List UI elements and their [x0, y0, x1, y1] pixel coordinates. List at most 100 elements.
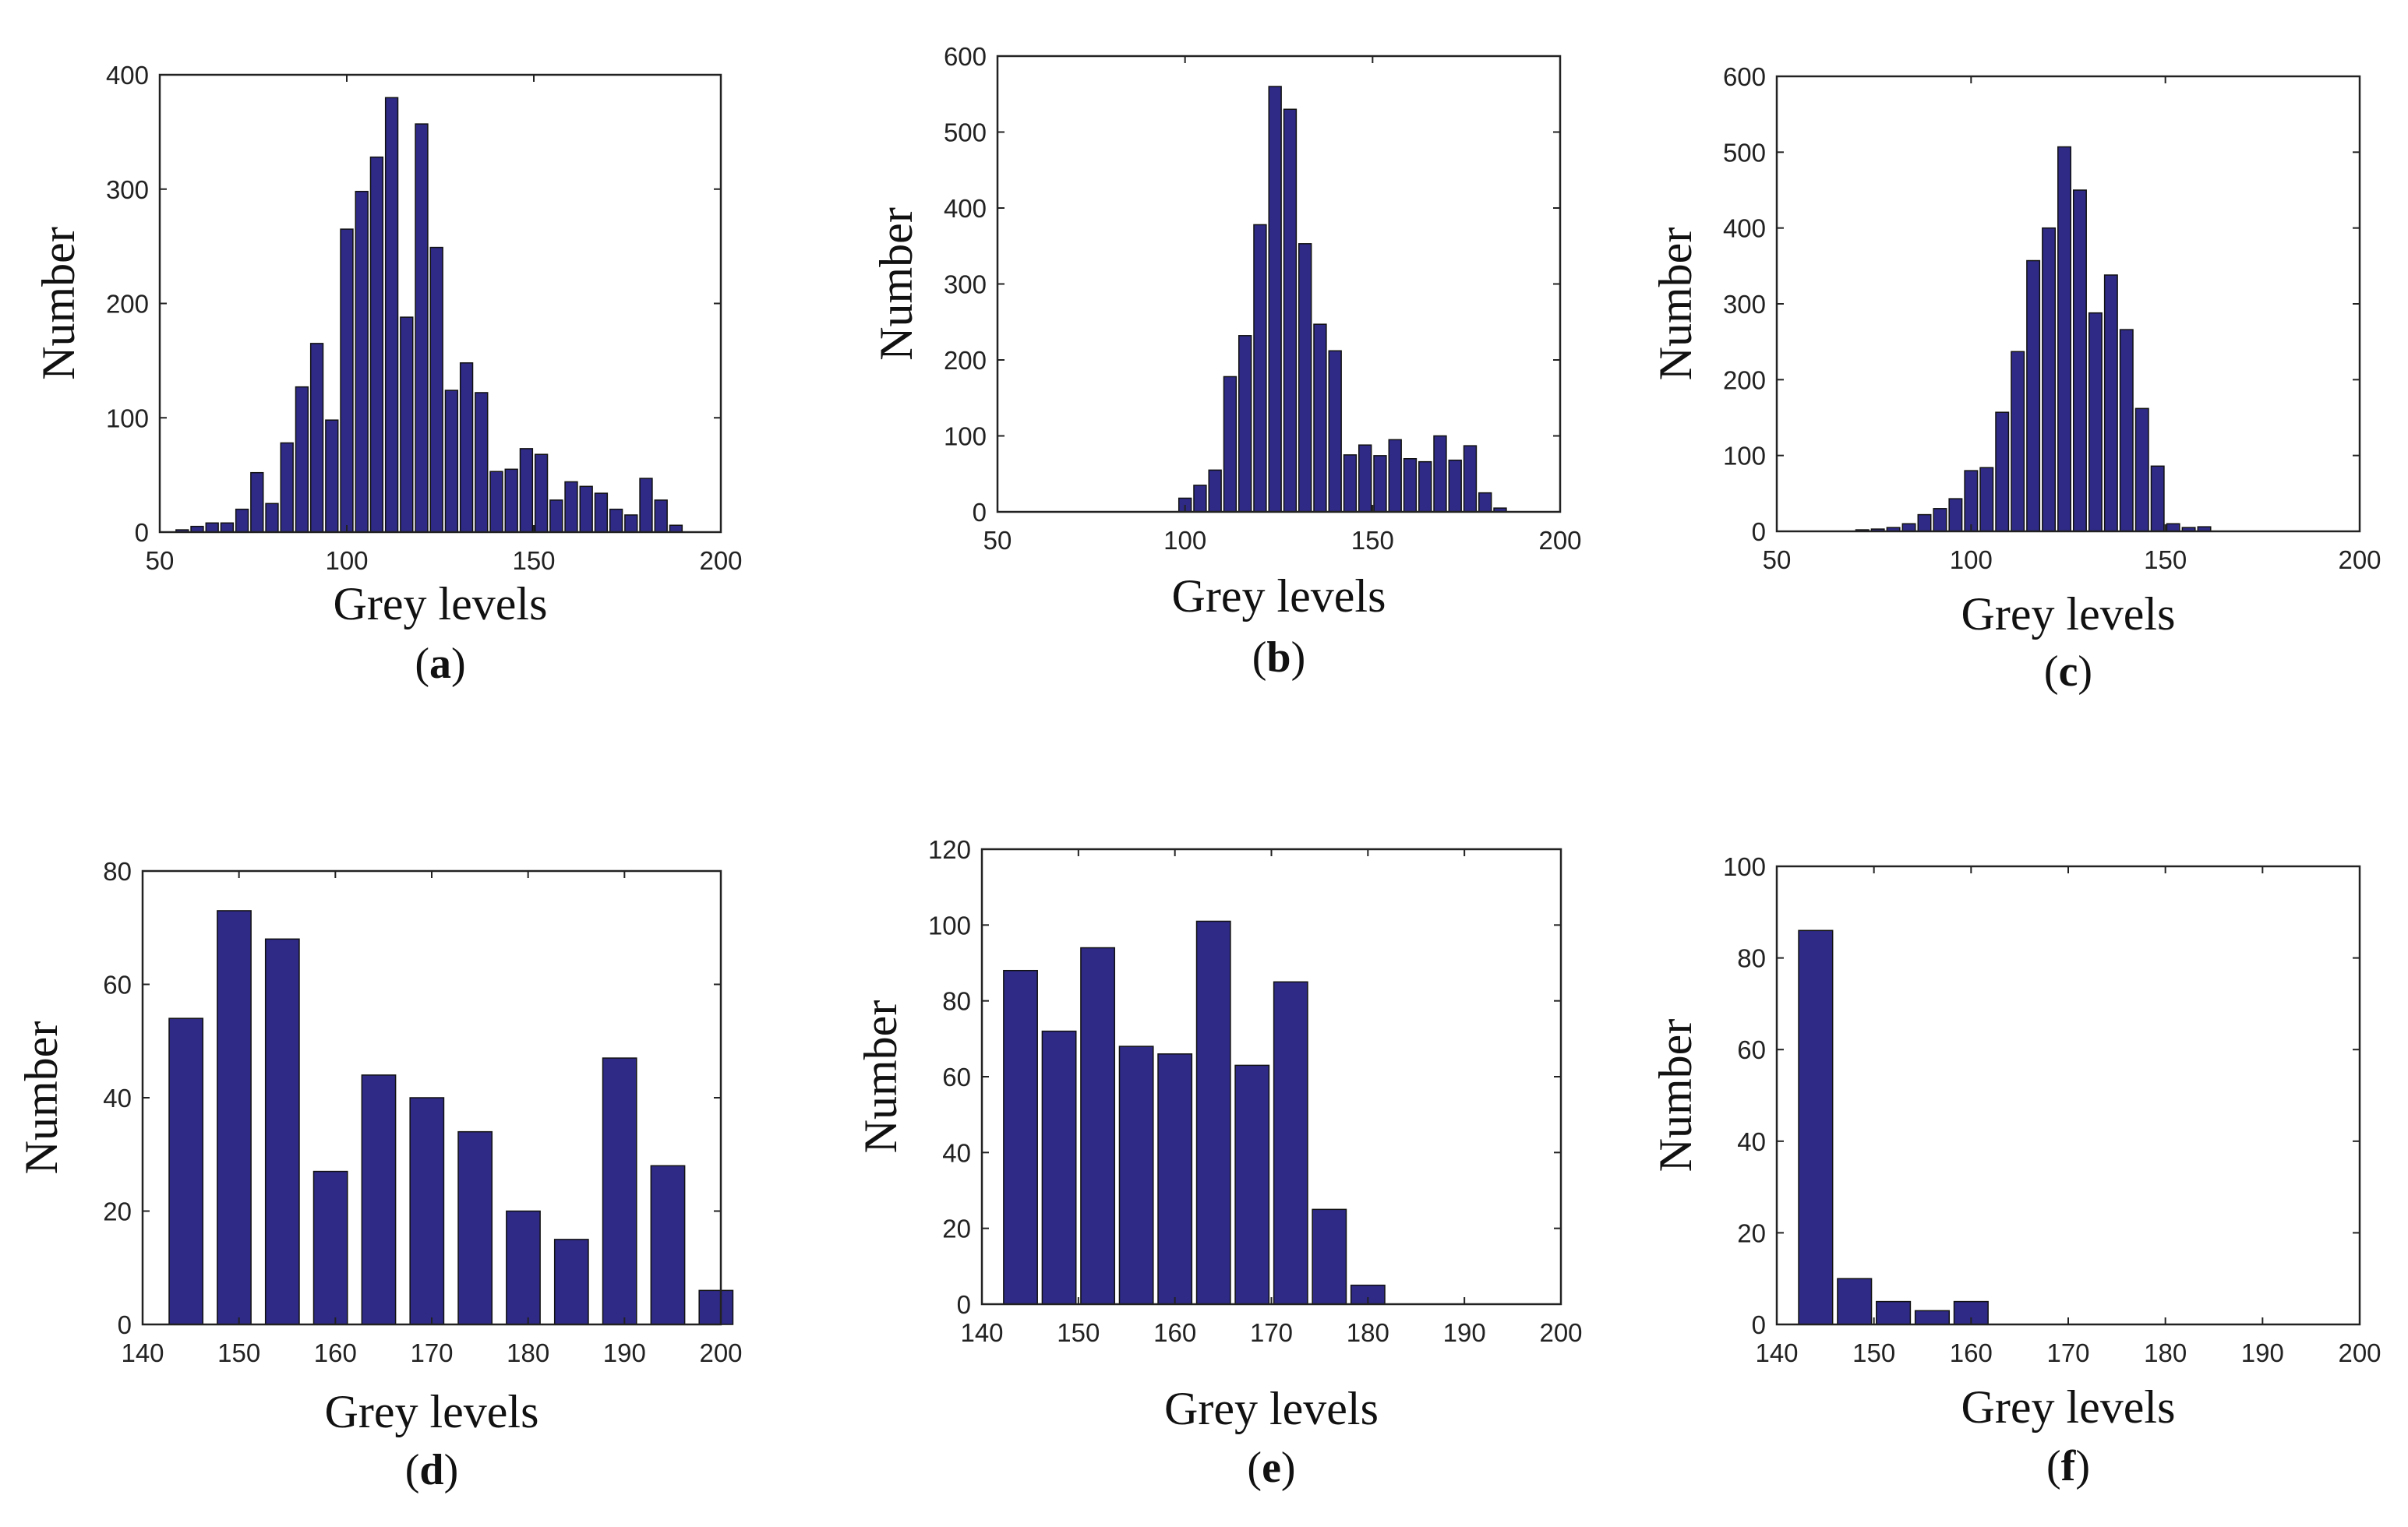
- bar-d-10: [650, 1165, 686, 1325]
- bar-b-19: [1388, 439, 1402, 513]
- bar-f-3: [1914, 1310, 1951, 1325]
- y-tick-label-e-1: 20: [942, 1215, 971, 1243]
- bar-a-13: [369, 156, 384, 533]
- bar-a-5: [250, 471, 264, 533]
- y-tick-label-c-3: 300: [1723, 290, 1766, 319]
- y-tick-label-a-1: 100: [106, 404, 149, 432]
- bar-c-5: [1933, 508, 1947, 532]
- bar-c-16: [2103, 274, 2118, 532]
- y-tick-label-c-6: 600: [1723, 62, 1766, 91]
- x-tick-label-c-3: 200: [2338, 545, 2381, 574]
- bar-d-9: [602, 1057, 637, 1325]
- bar-e-0: [1003, 969, 1038, 1305]
- bar-d-0: [168, 1017, 204, 1325]
- x-tick-label-c-1: 100: [1950, 545, 1993, 574]
- y-tick-label-d-4: 80: [103, 857, 132, 886]
- bar-e-6: [1234, 1064, 1270, 1305]
- x-axis-title-e: Grey levels: [1164, 1383, 1379, 1434]
- bar-d-4: [361, 1074, 397, 1325]
- y-tick-label-c-4: 400: [1723, 214, 1766, 243]
- y-tick-label-e-3: 60: [942, 1063, 971, 1091]
- bar-a-9: [309, 343, 324, 533]
- x-axis-title-a: Grey levels: [334, 578, 548, 629]
- bar-b-22: [1433, 435, 1447, 513]
- bar-c-6: [1948, 498, 1963, 532]
- bar-e-3: [1118, 1046, 1154, 1305]
- bar-d-7: [506, 1210, 541, 1325]
- bar-a-31: [639, 478, 653, 533]
- bar-a-26: [564, 481, 578, 533]
- chart-panel-f: 140 150 160 170 180 190 200 0 20 40 60 80 100 Grey le…: [1650, 852, 2382, 1490]
- bar-b-24: [1463, 445, 1478, 513]
- axes-frame-f: [1775, 865, 2361, 1326]
- bar-a-29: [609, 508, 623, 533]
- chart-panel-a: 50 100 150 200 0 100 200 300 400 Grey levels Numbe…: [33, 61, 743, 688]
- x-tick-label-b-2: 150: [1351, 526, 1394, 555]
- bar-c-7: [1964, 470, 1979, 532]
- x-tick-label-b-3: 200: [1538, 526, 1581, 555]
- bar-b-11: [1268, 86, 1282, 513]
- bar-b-25: [1478, 492, 1492, 513]
- x-tick-label-b-0: 50: [983, 526, 1012, 555]
- bar-d-11: [698, 1289, 734, 1325]
- y-axis-title-b: Number: [870, 207, 922, 361]
- x-tick-label-e-5: 190: [1443, 1318, 1486, 1347]
- bar-a-19: [459, 362, 474, 533]
- bar-b-7: [1208, 469, 1222, 513]
- y-tick-label-b-6: 600: [944, 42, 987, 71]
- x-axis-title-d: Grey levels: [325, 1386, 539, 1437]
- y-tick-label-f-2: 40: [1737, 1127, 1766, 1156]
- bar-b-20: [1403, 458, 1418, 513]
- x-tick-label-c-0: 50: [1763, 545, 1792, 574]
- bar-c-17: [2119, 329, 2134, 532]
- x-tick-label-a-3: 200: [699, 546, 742, 575]
- y-tick-label-c-5: 500: [1723, 138, 1766, 167]
- x-tick-label-e-3: 170: [1250, 1318, 1293, 1347]
- bar-b-15: [1328, 350, 1342, 513]
- bar-b-17: [1358, 444, 1372, 513]
- bar-a-2: [205, 522, 219, 533]
- bar-c-10: [2011, 351, 2025, 532]
- bar-a-30: [624, 514, 638, 533]
- y-tick-label-a-0: 0: [135, 518, 149, 547]
- bar-a-22: [504, 468, 518, 533]
- y-tick-label-f-0: 0: [1752, 1310, 1766, 1339]
- bar-b-9: [1238, 335, 1252, 513]
- bar-e-2: [1080, 947, 1116, 1305]
- x-tick-label-a-1: 100: [325, 546, 368, 575]
- y-tick-label-e-6: 120: [928, 835, 971, 864]
- x-tick-label-e-2: 160: [1153, 1318, 1196, 1347]
- bar-e-4: [1157, 1053, 1193, 1305]
- bar-a-3: [220, 522, 235, 533]
- x-tick-label-b-1: 100: [1163, 526, 1206, 555]
- bar-a-10: [325, 419, 339, 533]
- bar-d-8: [553, 1239, 589, 1325]
- chart-panel-c: 50 100 150 200 0 100 200 300 400 500 600 Grey level…: [1650, 62, 2382, 696]
- y-tick-label-a-3: 300: [106, 175, 149, 204]
- y-axis-title-c: Number: [1650, 227, 1701, 381]
- y-tick-label-b-0: 0: [973, 498, 987, 527]
- x-tick-label-f-6: 200: [2338, 1338, 2381, 1367]
- bar-a-32: [654, 499, 668, 533]
- bar-c-19: [2150, 465, 2165, 532]
- chart-panel-d: 140 150 160 170 180 190 200 0 20 40 60 80 Grey level…: [16, 857, 743, 1494]
- bar-d-2: [264, 938, 300, 1325]
- y-tick-label-e-0: 0: [957, 1290, 971, 1319]
- bar-d-5: [409, 1097, 445, 1325]
- y-tick-label-c-2: 200: [1723, 365, 1766, 394]
- x-tick-label-d-5: 190: [603, 1338, 646, 1367]
- y-tick-label-d-3: 60: [103, 971, 132, 1000]
- x-tick-label-e-0: 140: [960, 1318, 1003, 1347]
- x-tick-label-d-3: 170: [410, 1338, 453, 1367]
- bar-e-7: [1273, 981, 1308, 1305]
- bar-b-6: [1193, 485, 1207, 513]
- bar-a-21: [489, 471, 503, 533]
- y-tick-label-b-5: 500: [944, 118, 987, 147]
- x-axis-title-b: Grey levels: [1172, 570, 1386, 622]
- bar-b-14: [1313, 323, 1327, 513]
- panel-label-b: (b): [1252, 633, 1305, 682]
- bar-a-16: [415, 123, 429, 533]
- panel-label-d: (d): [405, 1446, 458, 1494]
- y-tick-label-e-4: 80: [942, 987, 971, 1016]
- bar-d-1: [217, 910, 252, 1325]
